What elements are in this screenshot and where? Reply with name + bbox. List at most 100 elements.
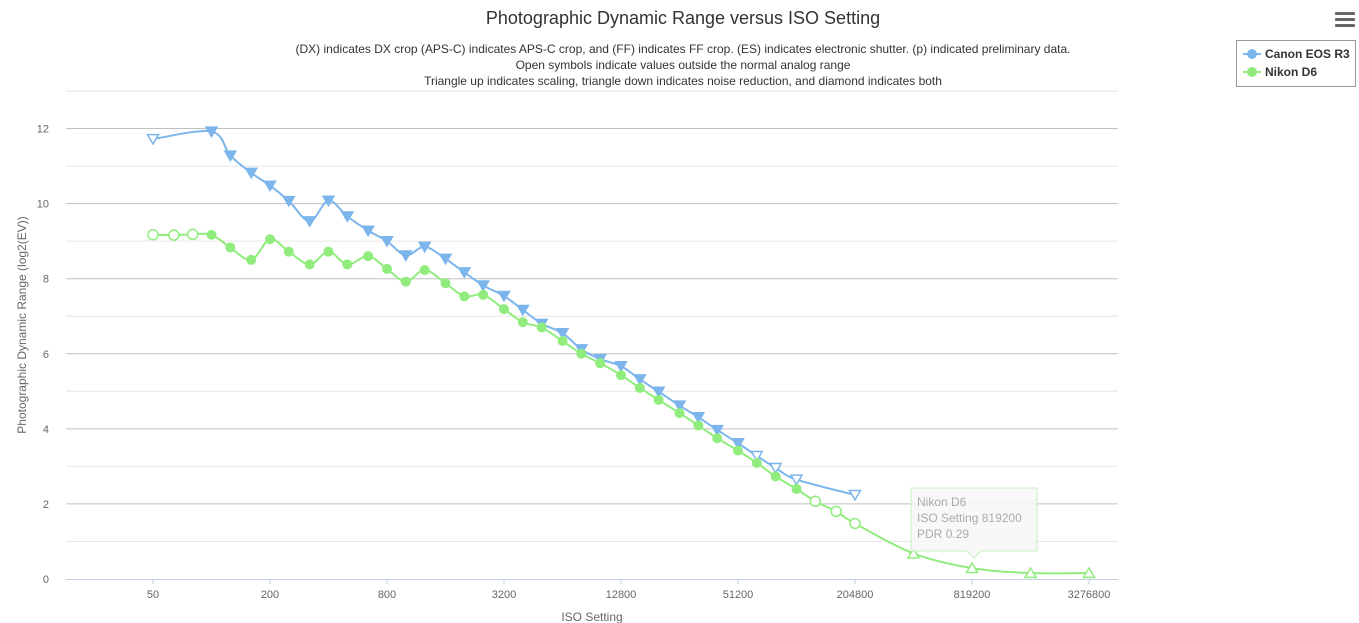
chart-subtitle-line-3: Triangle up indicates scaling, triangle … bbox=[424, 74, 942, 88]
tooltip-y-value: 0.29 bbox=[945, 527, 970, 541]
data-point bbox=[497, 290, 511, 303]
data-point bbox=[400, 276, 411, 287]
data-point bbox=[457, 267, 472, 279]
y-tick-label: 4 bbox=[43, 424, 49, 436]
data-point bbox=[789, 474, 804, 486]
x-tick-label: 12800 bbox=[606, 589, 637, 601]
menu-bar bbox=[1335, 18, 1355, 21]
data-point bbox=[616, 370, 626, 381]
data-point bbox=[361, 225, 375, 238]
data-tooltip: Nikon D6 ISO Setting 819200 PDR 0.29 bbox=[910, 487, 1038, 559]
data-point bbox=[186, 228, 199, 241]
data-point bbox=[206, 229, 217, 240]
chart-legend: Canon EOS R3 Nikon D6 bbox=[1236, 40, 1356, 87]
data-point bbox=[225, 242, 236, 253]
data-point bbox=[478, 289, 489, 300]
series-layer bbox=[146, 126, 1096, 579]
x-tick-label: 200 bbox=[261, 589, 279, 601]
x-tick-label: 819200 bbox=[954, 589, 991, 601]
tooltip-x-line: ISO Setting 819200 bbox=[917, 511, 1022, 525]
data-point bbox=[770, 471, 781, 482]
chart-subtitle-line-2: Open symbols indicate values outside the… bbox=[515, 58, 851, 72]
data-point bbox=[302, 216, 317, 228]
data-point bbox=[653, 394, 664, 405]
data-point bbox=[419, 265, 430, 276]
tooltip-x-value: 819200 bbox=[981, 511, 1022, 525]
data-point bbox=[750, 450, 764, 463]
data-point bbox=[536, 322, 547, 333]
legend-label: Nikon D6 bbox=[1265, 65, 1318, 79]
data-point bbox=[595, 358, 606, 369]
tooltip-y-line: PDR 0.29 bbox=[917, 527, 969, 541]
data-point bbox=[304, 259, 315, 270]
x-axis-label: ISO Setting bbox=[561, 610, 622, 623]
y-tick-label: 0 bbox=[43, 574, 49, 586]
data-point bbox=[710, 424, 724, 437]
data-point bbox=[244, 167, 258, 180]
data-point bbox=[440, 278, 451, 289]
data-point bbox=[223, 150, 238, 162]
series-canon-eos-r3 bbox=[146, 126, 862, 502]
menu-bar bbox=[1335, 24, 1355, 27]
data-point bbox=[1082, 566, 1096, 579]
data-point bbox=[382, 263, 392, 274]
tooltip-series-name: Nikon D6 bbox=[917, 495, 967, 509]
data-point bbox=[263, 180, 277, 193]
data-point bbox=[633, 374, 647, 386]
y-tick-label: 8 bbox=[43, 274, 49, 286]
data-point bbox=[906, 547, 921, 559]
data-point bbox=[246, 254, 257, 265]
data-point bbox=[555, 327, 570, 340]
data-point bbox=[282, 195, 296, 208]
x-tick-label: 50 bbox=[147, 589, 159, 601]
data-point bbox=[147, 229, 159, 241]
data-point bbox=[672, 400, 687, 413]
data-point bbox=[380, 236, 394, 248]
y-tick-label: 6 bbox=[43, 349, 49, 361]
tooltip-x-label: ISO Setting bbox=[917, 511, 979, 525]
data-point bbox=[417, 241, 432, 254]
chart-subtitle-line-1: (DX) indicates DX crop (APS-C) indicates… bbox=[295, 42, 1071, 56]
data-point bbox=[809, 495, 822, 508]
x-tick-label: 3200 bbox=[492, 589, 516, 601]
tooltip-y-label: PDR bbox=[917, 527, 943, 541]
data-point bbox=[614, 361, 628, 373]
data-point bbox=[965, 561, 979, 574]
data-point bbox=[517, 317, 528, 328]
data-point bbox=[557, 336, 568, 347]
x-tick-label: 3276800 bbox=[1068, 589, 1111, 601]
data-point bbox=[768, 462, 783, 475]
data-point bbox=[849, 517, 861, 530]
data-point bbox=[459, 291, 470, 302]
y-axis-label: Photographic Dynamic Range (log2(EV)) bbox=[15, 216, 29, 433]
data-point bbox=[146, 133, 160, 146]
y-tick-label: 10 bbox=[37, 199, 49, 211]
data-point bbox=[830, 505, 842, 518]
data-point bbox=[342, 259, 353, 270]
data-point bbox=[399, 250, 413, 262]
data-point bbox=[848, 489, 862, 502]
data-point bbox=[731, 437, 745, 450]
data-point bbox=[283, 246, 294, 257]
tooltip-box-icon bbox=[910, 487, 1038, 559]
data-point bbox=[265, 234, 275, 245]
x-tick-label: 51200 bbox=[723, 589, 754, 601]
axes: 0 2 4 6 8 10 12 50 200 800 3200 12800 51200 204800 819… bbox=[37, 124, 1118, 601]
hamburger-menu-icon[interactable] bbox=[1335, 12, 1355, 30]
data-point bbox=[323, 246, 334, 257]
data-point bbox=[168, 229, 180, 241]
data-point bbox=[204, 126, 219, 138]
data-point bbox=[712, 433, 723, 444]
data-point bbox=[438, 253, 453, 266]
menu-bar bbox=[1335, 12, 1355, 15]
data-point bbox=[476, 280, 490, 292]
data-point bbox=[651, 386, 666, 399]
x-tick-label: 800 bbox=[378, 589, 396, 601]
x-tick-label: 204800 bbox=[837, 589, 874, 601]
y-tick-label: 2 bbox=[43, 499, 49, 511]
data-point bbox=[499, 304, 509, 315]
data-point bbox=[1023, 566, 1038, 579]
series-nikon-d6 bbox=[147, 228, 1096, 579]
chart-title: Photographic Dynamic Range versus ISO Se… bbox=[485, 8, 881, 28]
